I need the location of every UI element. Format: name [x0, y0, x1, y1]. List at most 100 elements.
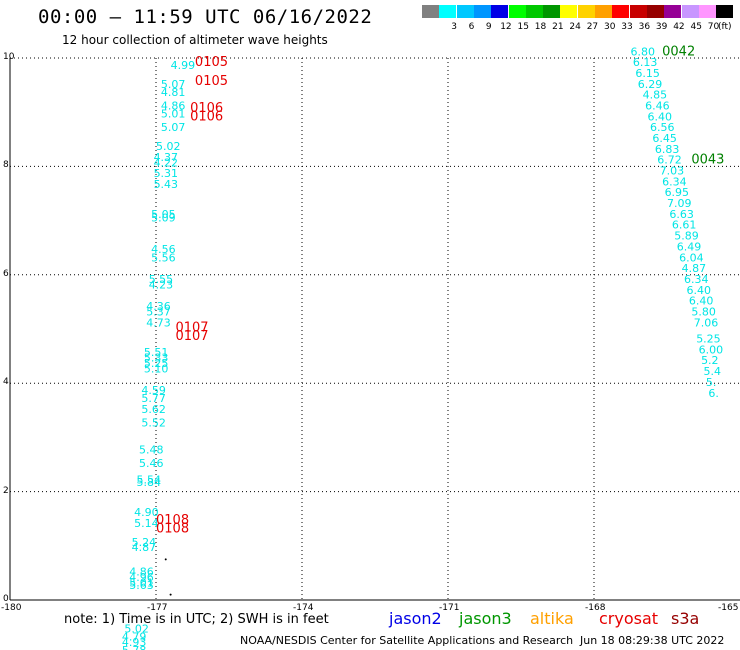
swh-value-label: 5.33 — [144, 352, 169, 365]
swh-value-label: 4.22 — [154, 156, 179, 169]
swh-value-label: 5.89 — [674, 230, 699, 243]
colorbar-unit: (ft) — [718, 22, 732, 32]
swh-value-label: 4.86 — [161, 99, 186, 112]
swh-value-label: 6.40 — [689, 295, 714, 308]
colorbar-tick-label: 6 — [468, 22, 475, 32]
swh-value-label: 4.93 — [122, 636, 147, 649]
colorbar-tick-label: 39 — [655, 22, 668, 32]
colorbar-tick-label: 21 — [552, 22, 564, 32]
swh-value-label: 5.25 — [144, 357, 169, 370]
swh-value-label: 4.90 — [134, 506, 159, 519]
colorbar-tick-label: 24 — [569, 22, 581, 32]
swh-value-label: 5.24 — [132, 536, 157, 549]
satellite-legend-s3a: s3a — [671, 609, 700, 628]
y-tick-label: 2 — [3, 485, 9, 496]
swh-value-label: 6.40 — [686, 284, 711, 297]
swh-value-label: 6.45 — [652, 132, 677, 145]
time-label: 0106 — [190, 101, 223, 116]
colorbar-tick-label: 12 — [500, 22, 512, 32]
swh-value-label: 5.62 — [141, 403, 166, 416]
swh-value-label: 6.34 — [684, 273, 709, 286]
swh-value-label: 4.36 — [146, 300, 171, 313]
satellite-legend-jason2: jason2 — [389, 609, 442, 628]
chart-subtitle: 12 hour collection of altimeter wave hei… — [62, 33, 328, 47]
x-tick-label: -165 — [718, 603, 739, 613]
colorbar-tick-label: 36 — [638, 22, 651, 32]
colorbar-tick-label: 33 — [621, 22, 633, 32]
data-dot — [169, 593, 172, 596]
colorbar-swatch — [422, 5, 439, 18]
swh-value-label: 5.55 — [149, 273, 174, 286]
swh-value-label: 6.95 — [665, 186, 690, 199]
swh-value-label: 5.43 — [154, 178, 179, 191]
x-tick-label: -174 — [293, 603, 314, 613]
swh-value-label: 6.83 — [655, 143, 680, 156]
swh-value-label: 7.03 — [660, 165, 685, 178]
swh-value-label: 5.46 — [139, 457, 164, 470]
swh-value-label: 5.77 — [141, 392, 166, 405]
swh-value-label: 4.85 — [643, 89, 668, 102]
colorbar-tick-label: 30 — [604, 22, 616, 32]
swh-value-label: 4.56 — [151, 243, 176, 256]
swh-value-label: 5.4 — [704, 365, 722, 378]
swh-value-label: 5.78 — [122, 644, 147, 650]
colorbar-swatch — [439, 5, 457, 18]
swh-value-label: 4.79 — [122, 631, 147, 644]
swh-value-label: 6.56 — [650, 121, 675, 134]
y-tick-label: 8 — [3, 160, 9, 171]
time-label: 0108 — [156, 513, 189, 528]
satellite-legend-cryosat: cryosat — [599, 609, 659, 628]
footer-credit: NOAA/NESDIS Center for Satellite Applica… — [240, 634, 574, 647]
y-tick-label: 4 — [3, 377, 9, 388]
swh-value-label: 5.25 — [696, 333, 721, 346]
swh-value-label: 5.01 — [129, 576, 154, 589]
colorbar-tick-label: 27 — [586, 22, 599, 32]
swh-value-label: 6.80 — [631, 45, 656, 58]
swh-value-label: 5.2 — [701, 354, 719, 367]
time-label: 0043 — [691, 153, 724, 168]
swh-value-label: 5.01 — [161, 108, 186, 121]
colorbar-swatch — [456, 5, 474, 18]
colorbar-swatch — [698, 5, 716, 18]
swh-value-label: 4.87 — [132, 541, 157, 554]
chart-title: 00:00 — 11:59 UTC 06/16/2022 — [38, 6, 373, 28]
swh-value-label: 4.87 — [682, 262, 707, 275]
swh-value-label: 6.63 — [669, 208, 694, 221]
colorbar-tick-label: 3 — [451, 22, 458, 32]
satellite-legend-jason3: jason3 — [459, 609, 512, 628]
swh-value-label: 5.52 — [141, 417, 166, 430]
footer-timestamp: Jun 18 08:29:38 UTC 2022 — [580, 634, 725, 647]
colorbar-tick-label: 15 — [517, 22, 529, 32]
colorbar-swatch — [629, 5, 647, 18]
colorbar-swatch — [646, 5, 664, 18]
colorbar-swatch — [560, 5, 578, 18]
y-tick-label: 6 — [3, 268, 9, 279]
time-label: 0042 — [662, 44, 695, 59]
x-tick-label: -171 — [439, 603, 460, 613]
colorbar-swatch — [595, 5, 612, 18]
swh-value-label: 6.49 — [677, 240, 702, 253]
swh-value-label: 6.00 — [699, 343, 724, 356]
swh-value-label: 4.96 — [129, 571, 154, 584]
swh-value-label: 4.81 — [161, 86, 186, 99]
swh-value-label: 4.99 — [171, 59, 196, 72]
swh-value-label: 5.80 — [691, 305, 716, 318]
y-tick-label: 0 — [3, 594, 9, 604]
swh-value-label: 6.29 — [638, 78, 663, 91]
swh-value-label: 7.09 — [667, 197, 692, 210]
swh-value-label: 7.06 — [694, 316, 719, 329]
x-tick-label: -177 — [147, 603, 168, 613]
swh-value-label: 4.23 — [149, 278, 174, 291]
swh-value-label: 6.34 — [662, 175, 687, 188]
swh-value-label: 4.86 — [129, 566, 154, 579]
swh-value-label: 5.07 — [161, 121, 186, 134]
swh-value-label: 5.14 — [134, 517, 159, 530]
swh-value-label: 6.04 — [679, 251, 704, 264]
time-label: 0107 — [175, 329, 208, 344]
time-label: 0108 — [156, 521, 189, 536]
swh-value-label: 5.51 — [144, 346, 169, 359]
swh-value-label: 5.02 — [124, 623, 149, 636]
y-tick-label: 10 — [3, 52, 15, 62]
colorbar-swatch — [491, 5, 509, 18]
swh-value-label: 6.61 — [672, 219, 697, 232]
